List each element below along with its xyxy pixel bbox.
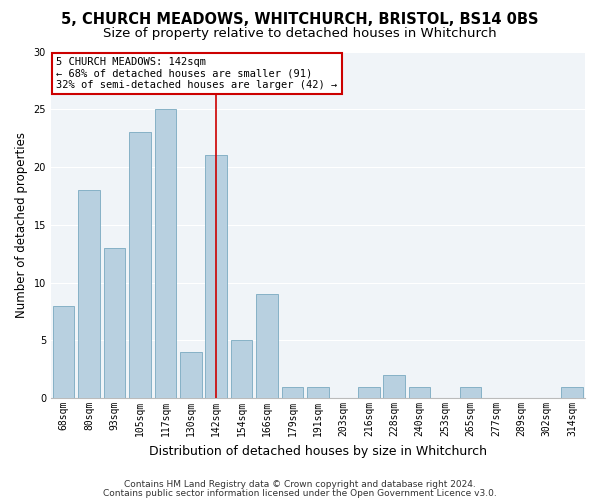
Bar [129,132,151,398]
Bar [231,340,253,398]
Text: 5, CHURCH MEADOWS, WHITCHURCH, BRISTOL, BS14 0BS: 5, CHURCH MEADOWS, WHITCHURCH, BRISTOL, … [61,12,539,28]
Bar [205,156,227,398]
Bar [155,110,176,398]
Text: 5 CHURCH MEADOWS: 142sqm
← 68% of detached houses are smaller (91)
32% of semi-d: 5 CHURCH MEADOWS: 142sqm ← 68% of detach… [56,56,338,90]
Bar [78,190,100,398]
Bar [307,386,329,398]
X-axis label: Distribution of detached houses by size in Whitchurch: Distribution of detached houses by size … [149,444,487,458]
Text: Size of property relative to detached houses in Whitchurch: Size of property relative to detached ho… [103,28,497,40]
Bar [409,386,430,398]
Text: Contains HM Land Registry data © Crown copyright and database right 2024.: Contains HM Land Registry data © Crown c… [124,480,476,489]
Bar [180,352,202,398]
Y-axis label: Number of detached properties: Number of detached properties [15,132,28,318]
Bar [383,375,405,398]
Bar [460,386,481,398]
Text: Contains public sector information licensed under the Open Government Licence v3: Contains public sector information licen… [103,489,497,498]
Bar [256,294,278,398]
Bar [562,386,583,398]
Bar [104,248,125,398]
Bar [53,306,74,398]
Bar [358,386,380,398]
Bar [282,386,304,398]
